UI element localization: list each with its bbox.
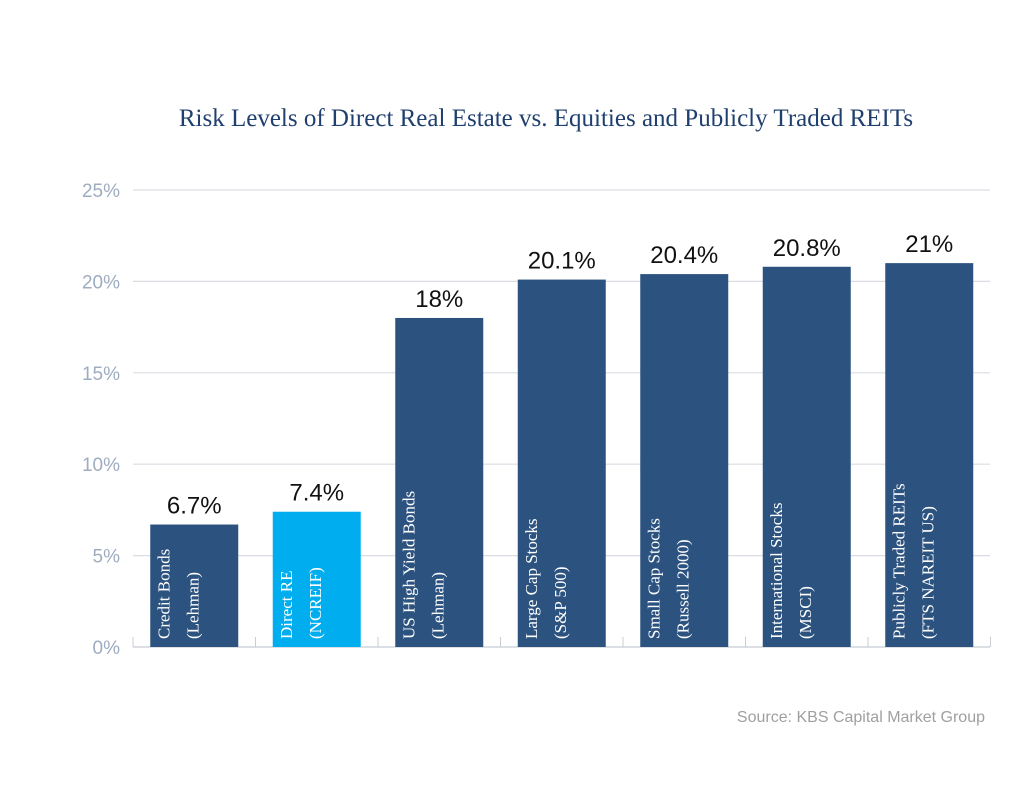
category-label: US High Yield Bonds (Lehman) bbox=[399, 491, 447, 639]
source-note: Source: KBS Capital Market Group bbox=[737, 709, 985, 726]
category-label-line: (MSCI) bbox=[796, 586, 815, 639]
category-label-line: Small Cap Stocks bbox=[644, 518, 663, 639]
y-tick-label: 25% bbox=[82, 181, 120, 202]
bar bbox=[885, 263, 974, 647]
category-label-line: (Lehman) bbox=[428, 572, 447, 639]
category-label: Large Cap Stocks (S&P 500) bbox=[522, 518, 570, 639]
data-label: 6.7% bbox=[167, 493, 222, 520]
category-label: Direct RE (NCREIF) bbox=[277, 567, 325, 639]
category-label: Credit Bonds (Lehman) bbox=[154, 549, 202, 639]
y-tick-label: 10% bbox=[82, 455, 120, 476]
y-tick-label: 5% bbox=[93, 547, 121, 568]
category-label-line: International Stocks bbox=[767, 503, 786, 639]
bars: 6.7% Credit Bonds (Lehman) 7.4% Direct RE (NC… bbox=[150, 231, 974, 647]
category-label-line: (S&P 500) bbox=[551, 566, 570, 639]
data-label: 18% bbox=[415, 286, 463, 313]
category-label: International Stocks (MSCI) bbox=[767, 503, 815, 639]
category-label: Small Cap Stocks (Russell 2000) bbox=[644, 518, 692, 639]
chart-title: Risk Levels of Direct Real Estate vs. Eq… bbox=[179, 105, 913, 132]
category-label-line: Publicly Traded REITs bbox=[889, 483, 908, 639]
data-label: 7.4% bbox=[289, 480, 344, 507]
data-label: 20.8% bbox=[773, 235, 841, 262]
category-label-line: (Lehman) bbox=[183, 572, 202, 639]
data-label: 20.4% bbox=[650, 242, 718, 269]
bar bbox=[395, 317, 484, 647]
category-label-line: Direct RE bbox=[277, 571, 296, 639]
category-label-line: US High Yield Bonds bbox=[399, 491, 418, 639]
bar bbox=[517, 279, 606, 647]
category-label-line: Credit Bonds bbox=[154, 549, 173, 639]
category-label: Publicly Traded REITs (FTS NAREIT US) bbox=[889, 483, 937, 639]
data-label: 21% bbox=[905, 231, 953, 258]
y-tick-label: 15% bbox=[82, 364, 120, 385]
category-label-line: Large Cap Stocks bbox=[522, 518, 541, 639]
bar bbox=[640, 274, 729, 647]
y-tick-label: 0% bbox=[93, 638, 121, 659]
category-label-line: (Russell 2000) bbox=[673, 539, 692, 639]
y-axis: 0% 5% 10% 15% 20% 25% bbox=[82, 181, 120, 659]
y-tick-label: 20% bbox=[82, 272, 120, 293]
category-label-line: (NCREIF) bbox=[306, 567, 325, 639]
data-label: 20.1% bbox=[528, 248, 596, 275]
bar bbox=[150, 524, 239, 647]
bar bbox=[762, 266, 851, 647]
bar bbox=[272, 511, 361, 647]
category-label-line: (FTS NAREIT US) bbox=[918, 506, 937, 639]
